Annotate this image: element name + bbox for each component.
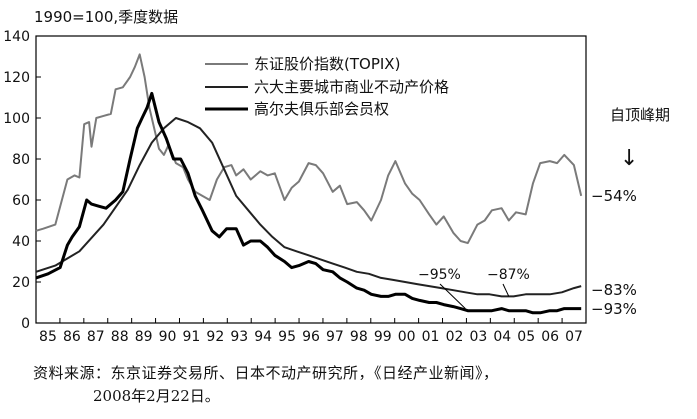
source-note: 资料来源：东京证券交易所、日本不动产研究所，《日经产业新闻》， xyxy=(33,364,499,382)
golf-change-label: −93% xyxy=(591,300,637,318)
y-tick-label: 80 xyxy=(12,152,30,168)
source-note-date: 2008年2月22日。 xyxy=(93,387,220,405)
y-tick-label: 0 xyxy=(21,316,30,332)
series-line-0 xyxy=(35,53,583,245)
x-tick-label: 02 xyxy=(446,329,464,345)
y-tick-label: 100 xyxy=(3,111,30,127)
x-tick-label: 91 xyxy=(183,329,201,345)
x-tick-label: 99 xyxy=(374,329,392,345)
series-line-2 xyxy=(35,91,582,315)
x-tick-label: 97 xyxy=(326,329,344,345)
golf-trough-label: −95% xyxy=(418,267,461,283)
x-tick-label: 03 xyxy=(469,329,487,345)
peak-label: 自顶峰期 xyxy=(610,106,670,124)
x-tick-label: 01 xyxy=(422,329,440,345)
x-tick-label: 93 xyxy=(230,329,248,345)
x-tick-label: 89 xyxy=(135,329,153,345)
plot-frame xyxy=(35,35,587,324)
x-tick-label: 86 xyxy=(63,329,81,345)
y-tick-label: 120 xyxy=(3,70,30,86)
x-tick-label: 06 xyxy=(541,329,559,345)
x-tick-label: 94 xyxy=(254,329,272,345)
series-line-1 xyxy=(35,117,582,298)
plot-area xyxy=(35,35,587,324)
callout-line xyxy=(502,283,510,297)
realestate-change-label: −83% xyxy=(591,281,637,299)
x-tick-label: 96 xyxy=(302,329,320,345)
x-tick-label: 92 xyxy=(206,329,224,345)
legend-label: 东证股价指数(TOPIX) xyxy=(254,55,400,73)
y-tick-label: 40 xyxy=(12,234,30,250)
x-tick-label: 95 xyxy=(278,329,296,345)
x-tick-label: 88 xyxy=(111,329,129,345)
x-tick-label: 85 xyxy=(39,329,57,345)
x-tick-label: 87 xyxy=(87,329,105,345)
topix-change-label: −54% xyxy=(591,187,637,205)
legend-label: 六大主要城市商业不动产价格 xyxy=(254,78,449,96)
y-tick-label: 20 xyxy=(12,275,30,291)
y-tick-label: 140 xyxy=(3,29,30,45)
series-lines xyxy=(35,53,583,315)
x-tick-label: 05 xyxy=(517,329,535,345)
callout-line xyxy=(439,283,466,310)
x-tick-label: 00 xyxy=(398,329,416,345)
annotations: 自顶峰期 ↓ −54% −83%−93% −95% −87% xyxy=(418,106,670,318)
x-tick-label: 98 xyxy=(350,329,368,345)
legend-label: 高尔夫俱乐部会员权 xyxy=(254,100,389,118)
x-tick-label: 90 xyxy=(159,329,177,345)
down-arrow-icon: ↓ xyxy=(620,146,638,171)
x-tick-label: 04 xyxy=(493,329,511,345)
realestate-trough-label: −87% xyxy=(487,267,530,283)
chart-title: 1990=100,季度数据 xyxy=(34,8,178,26)
x-tick-label: 07 xyxy=(565,329,583,345)
y-tick-label: 60 xyxy=(12,193,30,209)
